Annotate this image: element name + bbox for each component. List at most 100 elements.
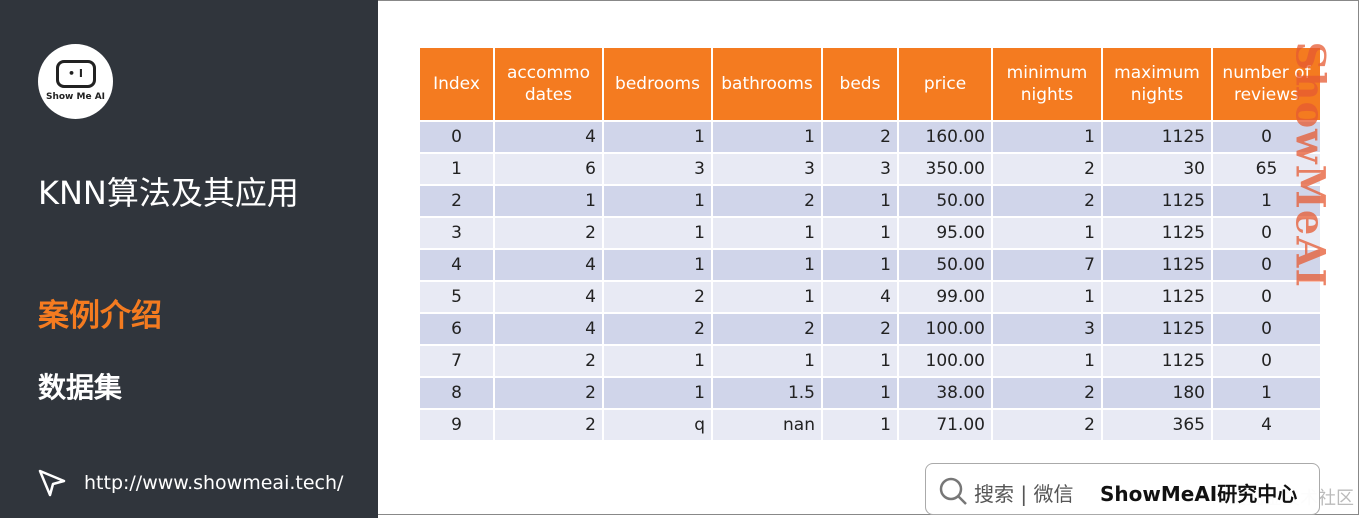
table-cell: 3	[602, 152, 713, 186]
table-cell: 1125	[1101, 280, 1213, 314]
table-cell: 2	[821, 120, 899, 154]
table-cell: 1	[821, 216, 899, 250]
table-cell: 1	[711, 120, 823, 154]
table-row: 9 2 q nan 1 71.00 2 365 4	[418, 408, 1322, 442]
logo-text: Show Me AI	[45, 92, 106, 102]
header-cell: maximum nights	[1101, 46, 1213, 122]
table-cell: 1125	[1101, 248, 1213, 282]
table-cell: 2	[711, 312, 823, 346]
table-cell: 1	[991, 120, 1103, 154]
table-cell: 0	[418, 120, 495, 154]
table-cell: 1	[821, 248, 899, 282]
table-cell: 4	[493, 312, 604, 346]
table-cell: 100.00	[897, 344, 993, 378]
table-cell: 2	[602, 280, 713, 314]
table-cell: 2	[493, 344, 604, 378]
table-cell: 1	[602, 120, 713, 154]
table-cell: 4	[1211, 408, 1322, 442]
table-cell: 4	[821, 280, 899, 314]
table-cell: q	[602, 408, 713, 442]
table-cell: 1	[1211, 376, 1322, 410]
table-cell: 2	[493, 216, 604, 250]
table-cell: 1125	[1101, 312, 1213, 346]
table-cell: 1	[602, 344, 713, 378]
table-cell: 1125	[1101, 344, 1213, 378]
table-cell: 1	[821, 184, 899, 218]
table-cell: 4	[418, 248, 495, 282]
search-icon	[939, 477, 967, 505]
table-cell: 0	[1211, 312, 1322, 346]
table-cell: 1	[1211, 184, 1322, 218]
table-cell: 2	[418, 184, 495, 218]
header-cell: accommo dates	[493, 46, 604, 122]
table-cell: 4	[493, 120, 604, 154]
data-table: Index accommo dates bedrooms bathrooms beds p…	[418, 46, 1322, 442]
table-cell: 1	[821, 376, 899, 410]
table-cell: 1	[602, 248, 713, 282]
table-cell: 0	[1211, 120, 1322, 154]
url[interactable]: http://www.showmeai.tech/	[84, 472, 344, 494]
table-row: 8 2 1 1.5 1 38.00 2 180 1	[418, 376, 1322, 410]
table-cell: 1	[711, 344, 823, 378]
table-cell: 38.00	[897, 376, 993, 410]
table-cell: 7	[991, 248, 1103, 282]
table-cell: 30	[1101, 152, 1213, 186]
table-cell: 0	[1211, 344, 1322, 378]
table-cell: 50.00	[897, 184, 993, 218]
header-cell: Index	[418, 46, 495, 122]
cursor-icon	[38, 469, 66, 497]
table-cell: 350.00	[897, 152, 993, 186]
table-cell: nan	[711, 408, 823, 442]
table-cell: 65	[1211, 152, 1322, 186]
sidebar: • I Show Me AI KNN算法及其应用 案例介绍 数据集 http://…	[0, 0, 378, 518]
table-row: 3 2 1 1 1 95.00 1 1125 0	[418, 216, 1322, 250]
table-cell: 365	[1101, 408, 1213, 442]
table-cell: 1	[711, 280, 823, 314]
table-row: 1 6 3 3 3 350.00 2 30 65	[418, 152, 1322, 186]
table-cell: 1	[602, 184, 713, 218]
table-cell: 1125	[1101, 120, 1213, 154]
table-cell: 3	[991, 312, 1103, 346]
logo: • I Show Me AI	[38, 44, 113, 119]
slide	[378, 0, 1359, 515]
table-cell: 3	[711, 152, 823, 186]
table-cell: 100.00	[897, 312, 993, 346]
table-cell: 0	[1211, 280, 1322, 314]
table-cell: 2	[602, 312, 713, 346]
table-cell: 50.00	[897, 248, 993, 282]
table-row: 0 4 1 1 2 160.00 1 1125 0	[418, 120, 1322, 154]
title: KNN算法及其应用	[38, 174, 299, 212]
table-cell: 1	[602, 216, 713, 250]
table-cell: 6	[418, 312, 495, 346]
section: 案例介绍	[38, 298, 162, 334]
table-cell: 160.00	[897, 120, 993, 154]
table-cell: 2	[991, 184, 1103, 218]
search-label: 搜索 | 微信	[974, 482, 1074, 506]
table-row: 4 4 1 1 1 50.00 7 1125 0	[418, 248, 1322, 282]
table-cell: 4	[493, 248, 604, 282]
table-body: 0 4 1 1 2 160.00 1 1125 0 1 6 3 3 3 350.00 2 30 65 2 1 1 2 1 50…	[418, 120, 1322, 442]
table-cell: 2	[493, 376, 604, 410]
table-cell: 7	[418, 344, 495, 378]
table-cell: 1	[821, 344, 899, 378]
table-cell: 2	[991, 152, 1103, 186]
header-cell: bathrooms	[711, 46, 823, 122]
table-cell: 1125	[1101, 216, 1213, 250]
header-cell: minimum nights	[991, 46, 1103, 122]
table-cell: 1	[493, 184, 604, 218]
table-cell: 1125	[1101, 184, 1213, 218]
table-row: 6 4 2 2 2 100.00 3 1125 0	[418, 312, 1322, 346]
table-cell: 2	[991, 376, 1103, 410]
subsection: 数据集	[38, 371, 123, 404]
header-row: Index accommo dates bedrooms bathrooms beds p…	[418, 46, 1322, 122]
header-cell: price	[897, 46, 993, 122]
table-cell: 8	[418, 376, 495, 410]
table-row: 7 2 1 1 1 100.00 1 1125 0	[418, 344, 1322, 378]
table-cell: 1	[991, 280, 1103, 314]
table-cell: 0	[1211, 216, 1322, 250]
table-cell: 1	[418, 152, 495, 186]
table-cell: 9	[418, 408, 495, 442]
search-box[interactable]: 搜索 | 微信 ShowMeAI研究中心	[925, 463, 1320, 515]
logo-face: • I	[55, 60, 96, 88]
